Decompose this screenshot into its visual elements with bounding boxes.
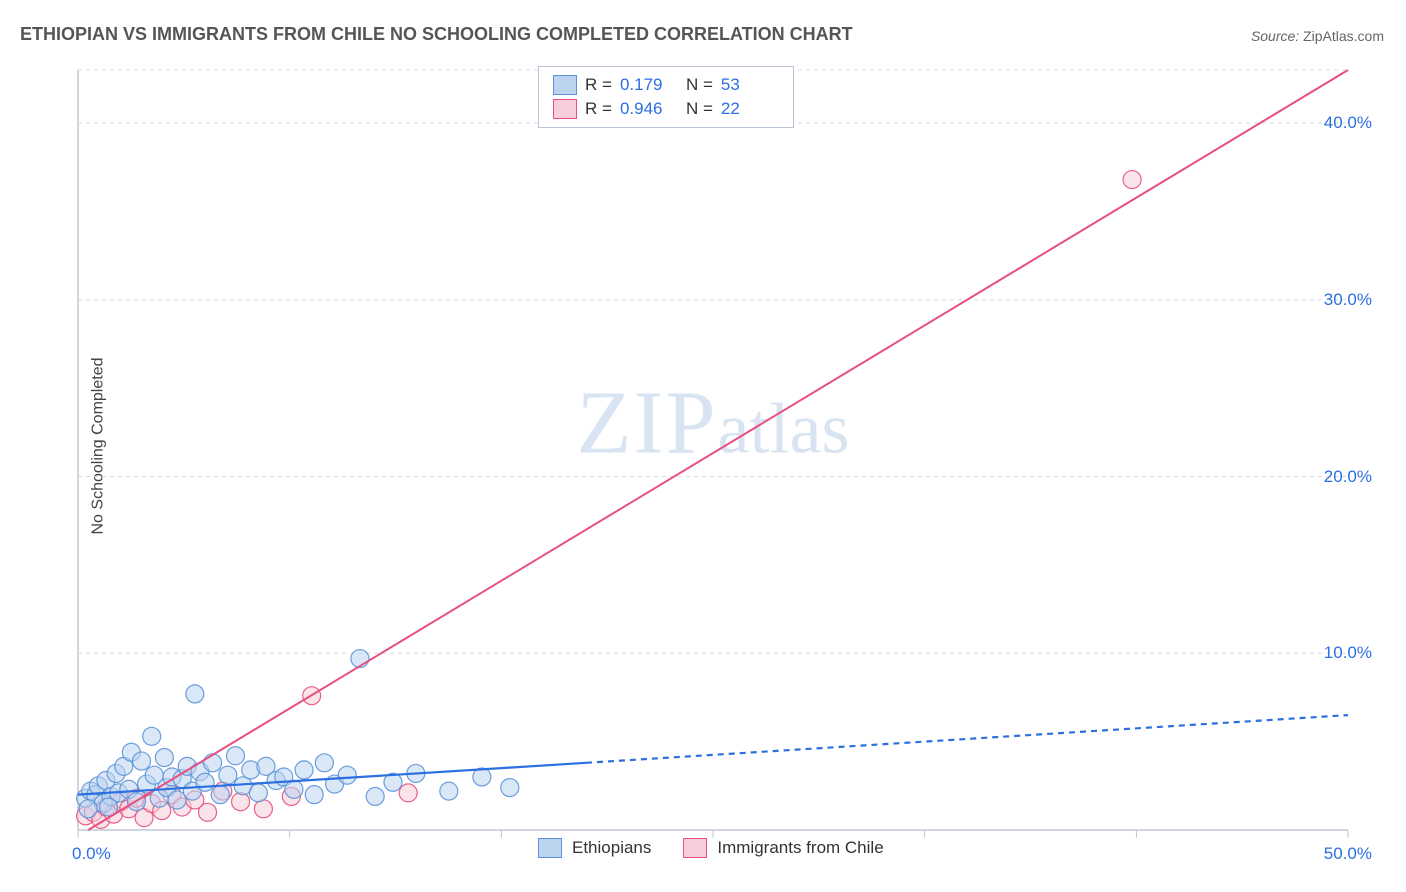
y-tick-label: 20.0% (1324, 467, 1372, 487)
n-value: 22 (721, 99, 779, 119)
source-attribution: Source: ZipAtlas.com (1251, 28, 1384, 44)
y-tick-label: 30.0% (1324, 290, 1372, 310)
y-tick-label: 10.0% (1324, 643, 1372, 663)
y-tick-label: 40.0% (1324, 113, 1372, 133)
legend-item: Ethiopians (538, 838, 651, 858)
r-value: 0.179 (620, 75, 678, 95)
n-label: N = (686, 99, 713, 119)
x-tick-label: 50.0% (1324, 844, 1372, 864)
n-value: 53 (721, 75, 779, 95)
legend-stats-row: R = 0.179 N = 53 (553, 73, 779, 97)
r-label: R = (585, 75, 612, 95)
source-label: Source: (1251, 28, 1299, 44)
legend-swatch (538, 838, 562, 858)
legend-stats-row: R = 0.946 N = 22 (553, 97, 779, 121)
correlation-stats-legend: R = 0.179 N = 53 R = 0.946 N = 22 (538, 66, 794, 128)
scatter-plot (48, 60, 1378, 850)
legend-swatch (683, 838, 707, 858)
legend-swatch (553, 75, 577, 95)
legend-item: Immigrants from Chile (683, 838, 883, 858)
n-label: N = (686, 75, 713, 95)
source-name: ZipAtlas.com (1303, 28, 1384, 44)
r-value: 0.946 (620, 99, 678, 119)
series-legend: Ethiopians Immigrants from Chile (538, 838, 884, 858)
legend-swatch (553, 99, 577, 119)
legend-label: Immigrants from Chile (717, 838, 883, 858)
x-tick-label: 0.0% (72, 844, 111, 864)
chart-title: ETHIOPIAN VS IMMIGRANTS FROM CHILE NO SC… (20, 24, 853, 45)
r-label: R = (585, 99, 612, 119)
chart-area: ZIPatlas R =0.179N =53R =0.946N =22 Ethi… (48, 60, 1378, 850)
legend-label: Ethiopians (572, 838, 651, 858)
